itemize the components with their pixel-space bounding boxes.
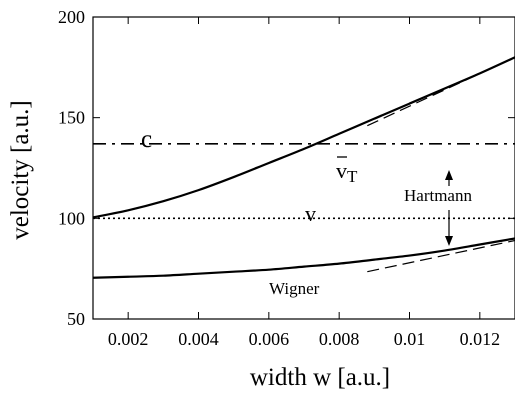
x-tick-label: 0.006 xyxy=(249,329,290,349)
x-tick-labels: 0.002 0.004 0.006 0.008 0.01 0.012 xyxy=(108,329,500,349)
x-tick-label: 0.012 xyxy=(460,329,501,349)
y-tick-label: 150 xyxy=(58,108,85,128)
y-axis-title: velocity [a.u.] xyxy=(7,100,34,240)
plot-frame xyxy=(92,16,515,320)
hartmann-arrow-down-head xyxy=(445,236,453,246)
hartmann-label: Hartmann xyxy=(404,186,472,205)
y-tick-labels: 50 100 150 200 xyxy=(58,7,85,329)
vt-label-main: v xyxy=(336,158,347,183)
series-layer xyxy=(92,56,515,279)
wigner-label: Wigner xyxy=(269,279,320,298)
x-tick-label: 0.008 xyxy=(319,329,360,349)
y-tick-label: 50 xyxy=(67,309,85,329)
series-line-4 xyxy=(367,56,515,127)
v-label: v xyxy=(305,201,316,226)
series-line-5 xyxy=(367,239,515,273)
x-axis-title: width w [a.u.] xyxy=(250,364,390,391)
vt-label: vT xyxy=(336,158,358,186)
series-line-3 xyxy=(92,237,515,279)
y-tick-label: 100 xyxy=(58,208,85,228)
x-tick-label: 0.004 xyxy=(178,329,219,349)
hartmann-arrow-up-head xyxy=(445,170,453,180)
tick-marks xyxy=(93,16,515,320)
x-tick-label: 0.01 xyxy=(394,329,426,349)
y-tick-label: 200 xyxy=(58,7,85,27)
series-line-0 xyxy=(92,56,515,219)
x-tick-label: 0.002 xyxy=(108,329,149,349)
vt-label-subscript: T xyxy=(347,167,358,186)
c-label: c xyxy=(141,126,152,153)
